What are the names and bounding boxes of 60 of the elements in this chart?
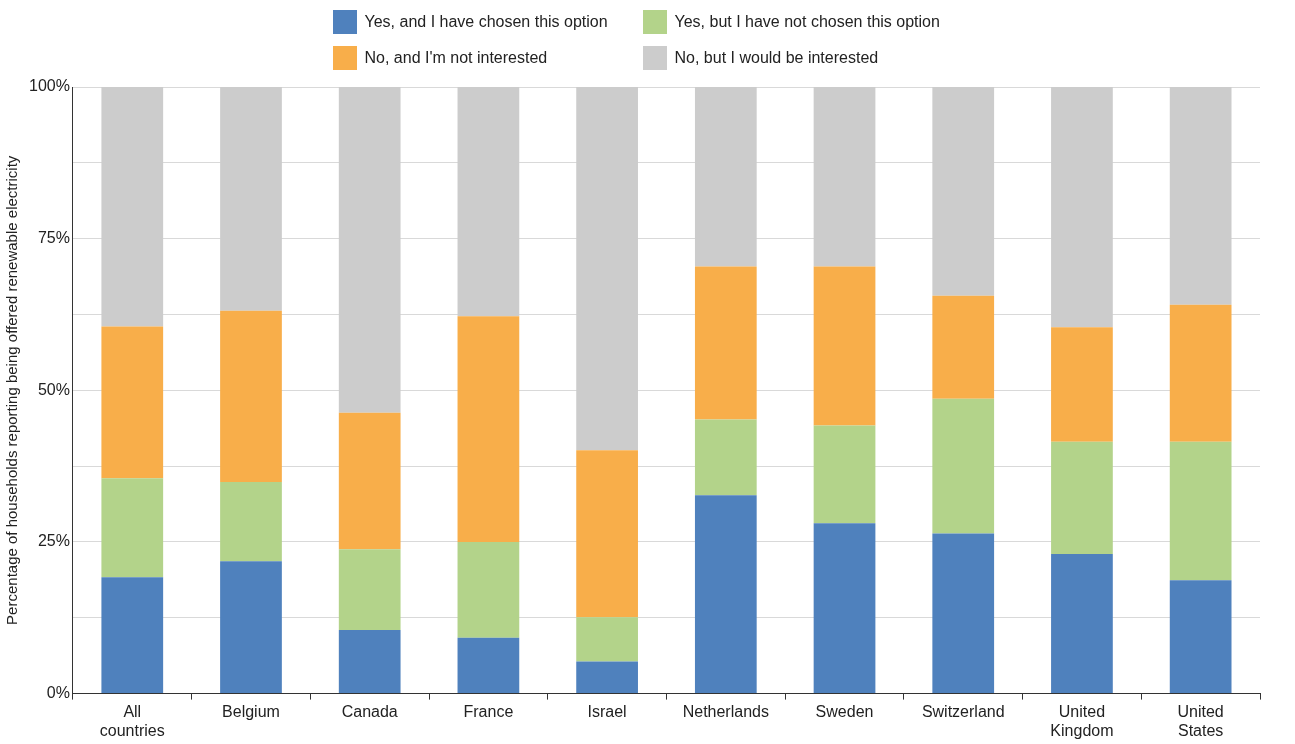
bar bbox=[813, 87, 876, 267]
legend-label: No, but I would be interested bbox=[674, 49, 879, 67]
x-tick-label: Israel bbox=[587, 702, 627, 720]
x-tick-label: United Kingdom bbox=[1050, 702, 1114, 739]
bar bbox=[694, 419, 757, 496]
bar bbox=[220, 310, 282, 482]
bar bbox=[457, 541, 520, 638]
x-tick-label: France bbox=[463, 702, 514, 720]
bar bbox=[1169, 87, 1232, 305]
x-tick-label: All countries bbox=[99, 702, 165, 739]
x-tick-label: Sweden bbox=[815, 702, 874, 720]
bar bbox=[813, 523, 876, 694]
bar bbox=[338, 412, 401, 550]
bar bbox=[220, 87, 282, 311]
bar bbox=[813, 425, 876, 524]
y-axis-title: Percentage of households reporting being offered renewable electricity bbox=[3, 155, 21, 625]
bar bbox=[576, 617, 638, 662]
bar bbox=[1169, 441, 1232, 581]
bar bbox=[576, 450, 638, 618]
bar bbox=[1051, 327, 1113, 442]
bar bbox=[457, 637, 520, 694]
bar bbox=[1051, 554, 1113, 694]
bar bbox=[932, 87, 995, 296]
y-tick-label: 75% bbox=[37, 229, 70, 247]
legend-label: No, and I'm not interested bbox=[364, 49, 548, 67]
bar bbox=[220, 481, 282, 562]
bar bbox=[1051, 87, 1113, 328]
bar bbox=[220, 561, 282, 694]
bar bbox=[694, 266, 757, 420]
bar bbox=[932, 533, 995, 694]
bar bbox=[694, 495, 757, 694]
legend-label: Yes, but I have not chosen this option bbox=[674, 13, 940, 31]
y-tick-label: 0% bbox=[46, 684, 70, 702]
x-tick-label: Netherlands bbox=[682, 702, 769, 720]
bar bbox=[457, 87, 520, 317]
bar bbox=[457, 316, 520, 542]
bar bbox=[694, 87, 757, 267]
bar bbox=[1169, 580, 1232, 694]
x-tick-label: Canada bbox=[341, 702, 398, 720]
bar bbox=[576, 87, 638, 451]
x-tick-label: Belgium bbox=[222, 702, 280, 720]
y-tick-label: 50% bbox=[37, 380, 70, 398]
bar bbox=[1051, 441, 1113, 555]
bar bbox=[338, 549, 401, 630]
bar bbox=[932, 295, 995, 399]
legend-label: Yes, and I have chosen this option bbox=[364, 13, 608, 31]
bar bbox=[338, 87, 401, 413]
bar bbox=[101, 326, 164, 479]
bar bbox=[576, 661, 638, 694]
bar bbox=[1169, 304, 1232, 442]
bar bbox=[338, 629, 401, 694]
y-tick-label: 25% bbox=[37, 532, 70, 550]
x-tick-label: United States bbox=[1177, 702, 1224, 739]
x-tick-label: Switzerland bbox=[921, 702, 1005, 720]
bar bbox=[813, 266, 876, 426]
bar bbox=[101, 577, 164, 694]
bar bbox=[101, 87, 164, 327]
bar bbox=[932, 398, 995, 534]
y-tick-label: 100% bbox=[29, 77, 70, 95]
bar bbox=[101, 478, 164, 578]
